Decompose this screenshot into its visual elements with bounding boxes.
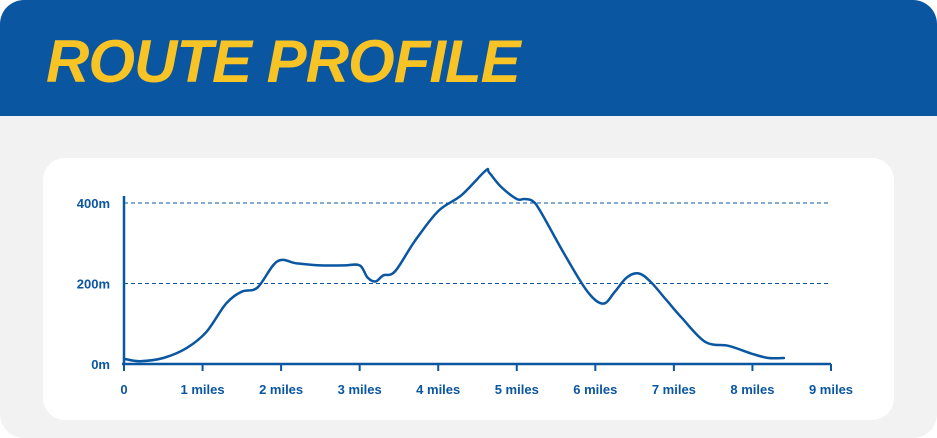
x-tick-label: 7 miles xyxy=(652,382,696,397)
y-tick-label: 200m xyxy=(77,277,110,292)
x-tick-label: 3 miles xyxy=(338,382,382,397)
chart-panel xyxy=(43,158,894,420)
elevation-line xyxy=(122,167,786,363)
x-tick-label: 8 miles xyxy=(730,382,774,397)
header-bar: ROUTE PROFILE xyxy=(0,0,937,116)
x-tick-label: 6 miles xyxy=(573,382,617,397)
page-title: ROUTE PROFILE xyxy=(46,28,521,95)
x-tick-label: 9 miles xyxy=(809,382,853,397)
x-tick-label: 2 miles xyxy=(259,382,303,397)
y-tick-label: 400m xyxy=(77,196,110,211)
y-tick-label: 0m xyxy=(91,357,110,372)
x-tick-label: 1 miles xyxy=(181,382,225,397)
x-tick-label: 0 xyxy=(120,382,127,397)
x-tick-label: 5 miles xyxy=(495,382,539,397)
x-tick-label: 4 miles xyxy=(416,382,460,397)
